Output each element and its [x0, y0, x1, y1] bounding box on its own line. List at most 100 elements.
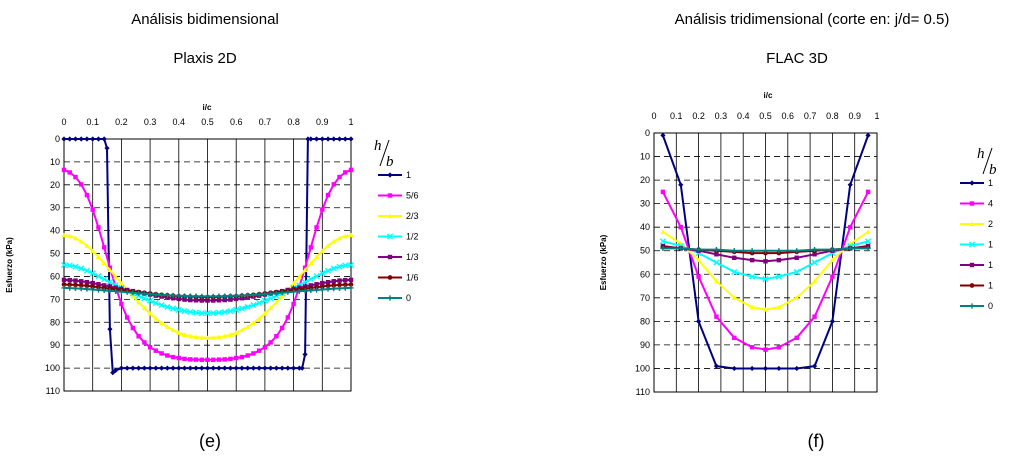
panel-e-data-point	[176, 296, 182, 302]
panel-e-data-point	[222, 357, 227, 362]
panel-e-data-point	[222, 297, 227, 303]
panel-e-y-tick-label: 100	[45, 363, 60, 373]
panel-e-data-point	[256, 291, 262, 298]
panel-e-data-point	[336, 136, 343, 142]
panel-f-y-tick-label: 70	[640, 293, 650, 303]
panel-e-data-point	[84, 279, 90, 285]
panel-f-data-point	[749, 365, 755, 372]
panel-e-legend-marker	[387, 193, 393, 198]
panel-e-data-point	[170, 296, 176, 301]
panel-e-data-point	[95, 287, 102, 293]
panel-f-data-point	[678, 224, 683, 230]
panel-e-data-point	[227, 307, 234, 315]
panel-e-data-point	[319, 270, 326, 277]
panel-e-data-point	[216, 357, 222, 362]
panel-e-data-point	[107, 326, 113, 332]
panel-f-x-tick-label: 0.2	[692, 111, 705, 121]
panel-e-data-point	[261, 297, 268, 304]
panel-e-legend-marker	[387, 172, 393, 178]
panel-e-data-point	[331, 285, 337, 292]
panel-e-data-point	[61, 285, 67, 291]
panel-e-data-point	[192, 309, 200, 316]
panel-e-data-point	[337, 278, 342, 283]
panel-e-data-point	[170, 354, 176, 360]
panel-e-data-point	[67, 136, 73, 142]
panel-f-legend-marker	[968, 241, 976, 248]
panel-f-data-point	[763, 347, 768, 352]
panel-f-data-point	[678, 182, 684, 188]
panel-e-data-point	[210, 310, 217, 317]
panel-f-data-point	[811, 246, 818, 253]
panel-f-y-tick-label: 60	[640, 269, 650, 279]
panel-e-data-point	[170, 365, 176, 371]
panel-e-data-point	[337, 174, 342, 180]
panel-e-data-point	[136, 365, 142, 371]
panel-e-data-point	[187, 333, 193, 339]
panel-e-data-point	[153, 365, 159, 371]
panel-f-data-point	[731, 365, 737, 372]
panel-e-data-point	[250, 301, 257, 309]
panel-f-data-point	[865, 229, 871, 234]
panel-e-legend-label: 2/3	[406, 211, 419, 221]
panel-e-data-point	[279, 325, 285, 331]
panel-e-data-point	[302, 267, 308, 273]
panel-e-data-point	[299, 365, 305, 371]
panel-f-data-point	[865, 132, 871, 138]
panel-e-data-point	[216, 298, 222, 303]
panel-e-data-point	[130, 290, 136, 296]
panel-f-data-point	[829, 318, 835, 324]
panel-f-x-tick-label: 0	[651, 111, 656, 121]
panel-e-data-point	[342, 282, 348, 288]
panel-e-data-point	[107, 288, 113, 294]
panel-f-chart: 0 0.1 0.2 0.3 0.4 0.5 0.6 0.7 0.8 0.9 101020304050…	[599, 91, 997, 397]
panel-e-y-tick-label: 50	[50, 249, 60, 259]
panel-e-data-point	[239, 296, 245, 301]
panel-f-data-point	[847, 182, 853, 188]
panel-e-data-point	[325, 192, 331, 198]
panel-e-data-point	[348, 232, 354, 238]
panel-e-data-point	[124, 289, 130, 295]
panel-e-data-point	[343, 277, 348, 283]
panel-f-data-point	[829, 246, 835, 253]
panel-e-data-point	[342, 285, 348, 291]
panel-e-data-point	[106, 279, 114, 286]
panel-e-y-tick-label: 70	[50, 294, 60, 304]
panel-f-data-point	[660, 245, 666, 251]
panel-e-data-point	[61, 167, 67, 173]
panel-e-data-point	[84, 192, 90, 198]
panel-e-data-point	[67, 170, 72, 175]
panel-f-caption: (f)	[808, 431, 825, 451]
panel-e-x-tick-label: 0.5	[201, 117, 214, 127]
panel-e-legend-label: 1/2	[406, 232, 419, 242]
panel-e-data-point	[101, 245, 107, 250]
panel-e-data-point	[319, 284, 325, 289]
panel-f-data-point	[811, 278, 818, 284]
panel-e-data-point	[61, 277, 67, 283]
panel-e-data-point	[262, 365, 268, 371]
panel-e-data-point	[245, 365, 251, 371]
panel-e-data-point	[204, 293, 211, 299]
panel-e-legend-label: 5/6	[406, 191, 419, 201]
panel-e-x-tick-label: 0.3	[144, 117, 157, 127]
panel-f-y-tick-label: 0	[645, 128, 650, 138]
panel-e-data-point	[153, 316, 159, 321]
panel-f-data-point	[793, 268, 800, 276]
panel-e-data-point	[130, 293, 136, 299]
panel-e-data-point	[268, 340, 273, 345]
panel-e-data-point	[331, 279, 336, 284]
panel-f-data-point	[794, 248, 800, 254]
panel-e-data-point	[78, 238, 84, 244]
panel-e-data-point	[221, 308, 228, 316]
panel-e-data-point	[233, 293, 239, 299]
panel-e-data-point	[267, 295, 274, 302]
panel-e-data-point	[215, 309, 223, 316]
panel-e-data-point	[308, 283, 314, 288]
panel-f-legend-marker	[969, 303, 975, 309]
panel-f-legend-marker	[969, 221, 975, 227]
panel-f-data-point	[696, 318, 702, 324]
panel-e-data-point	[118, 289, 124, 295]
panel-e-legend-marker	[387, 295, 393, 301]
panel-f-data-point	[731, 295, 737, 300]
panel-e-data-point	[79, 182, 84, 187]
panel-e-data-point	[193, 334, 199, 340]
